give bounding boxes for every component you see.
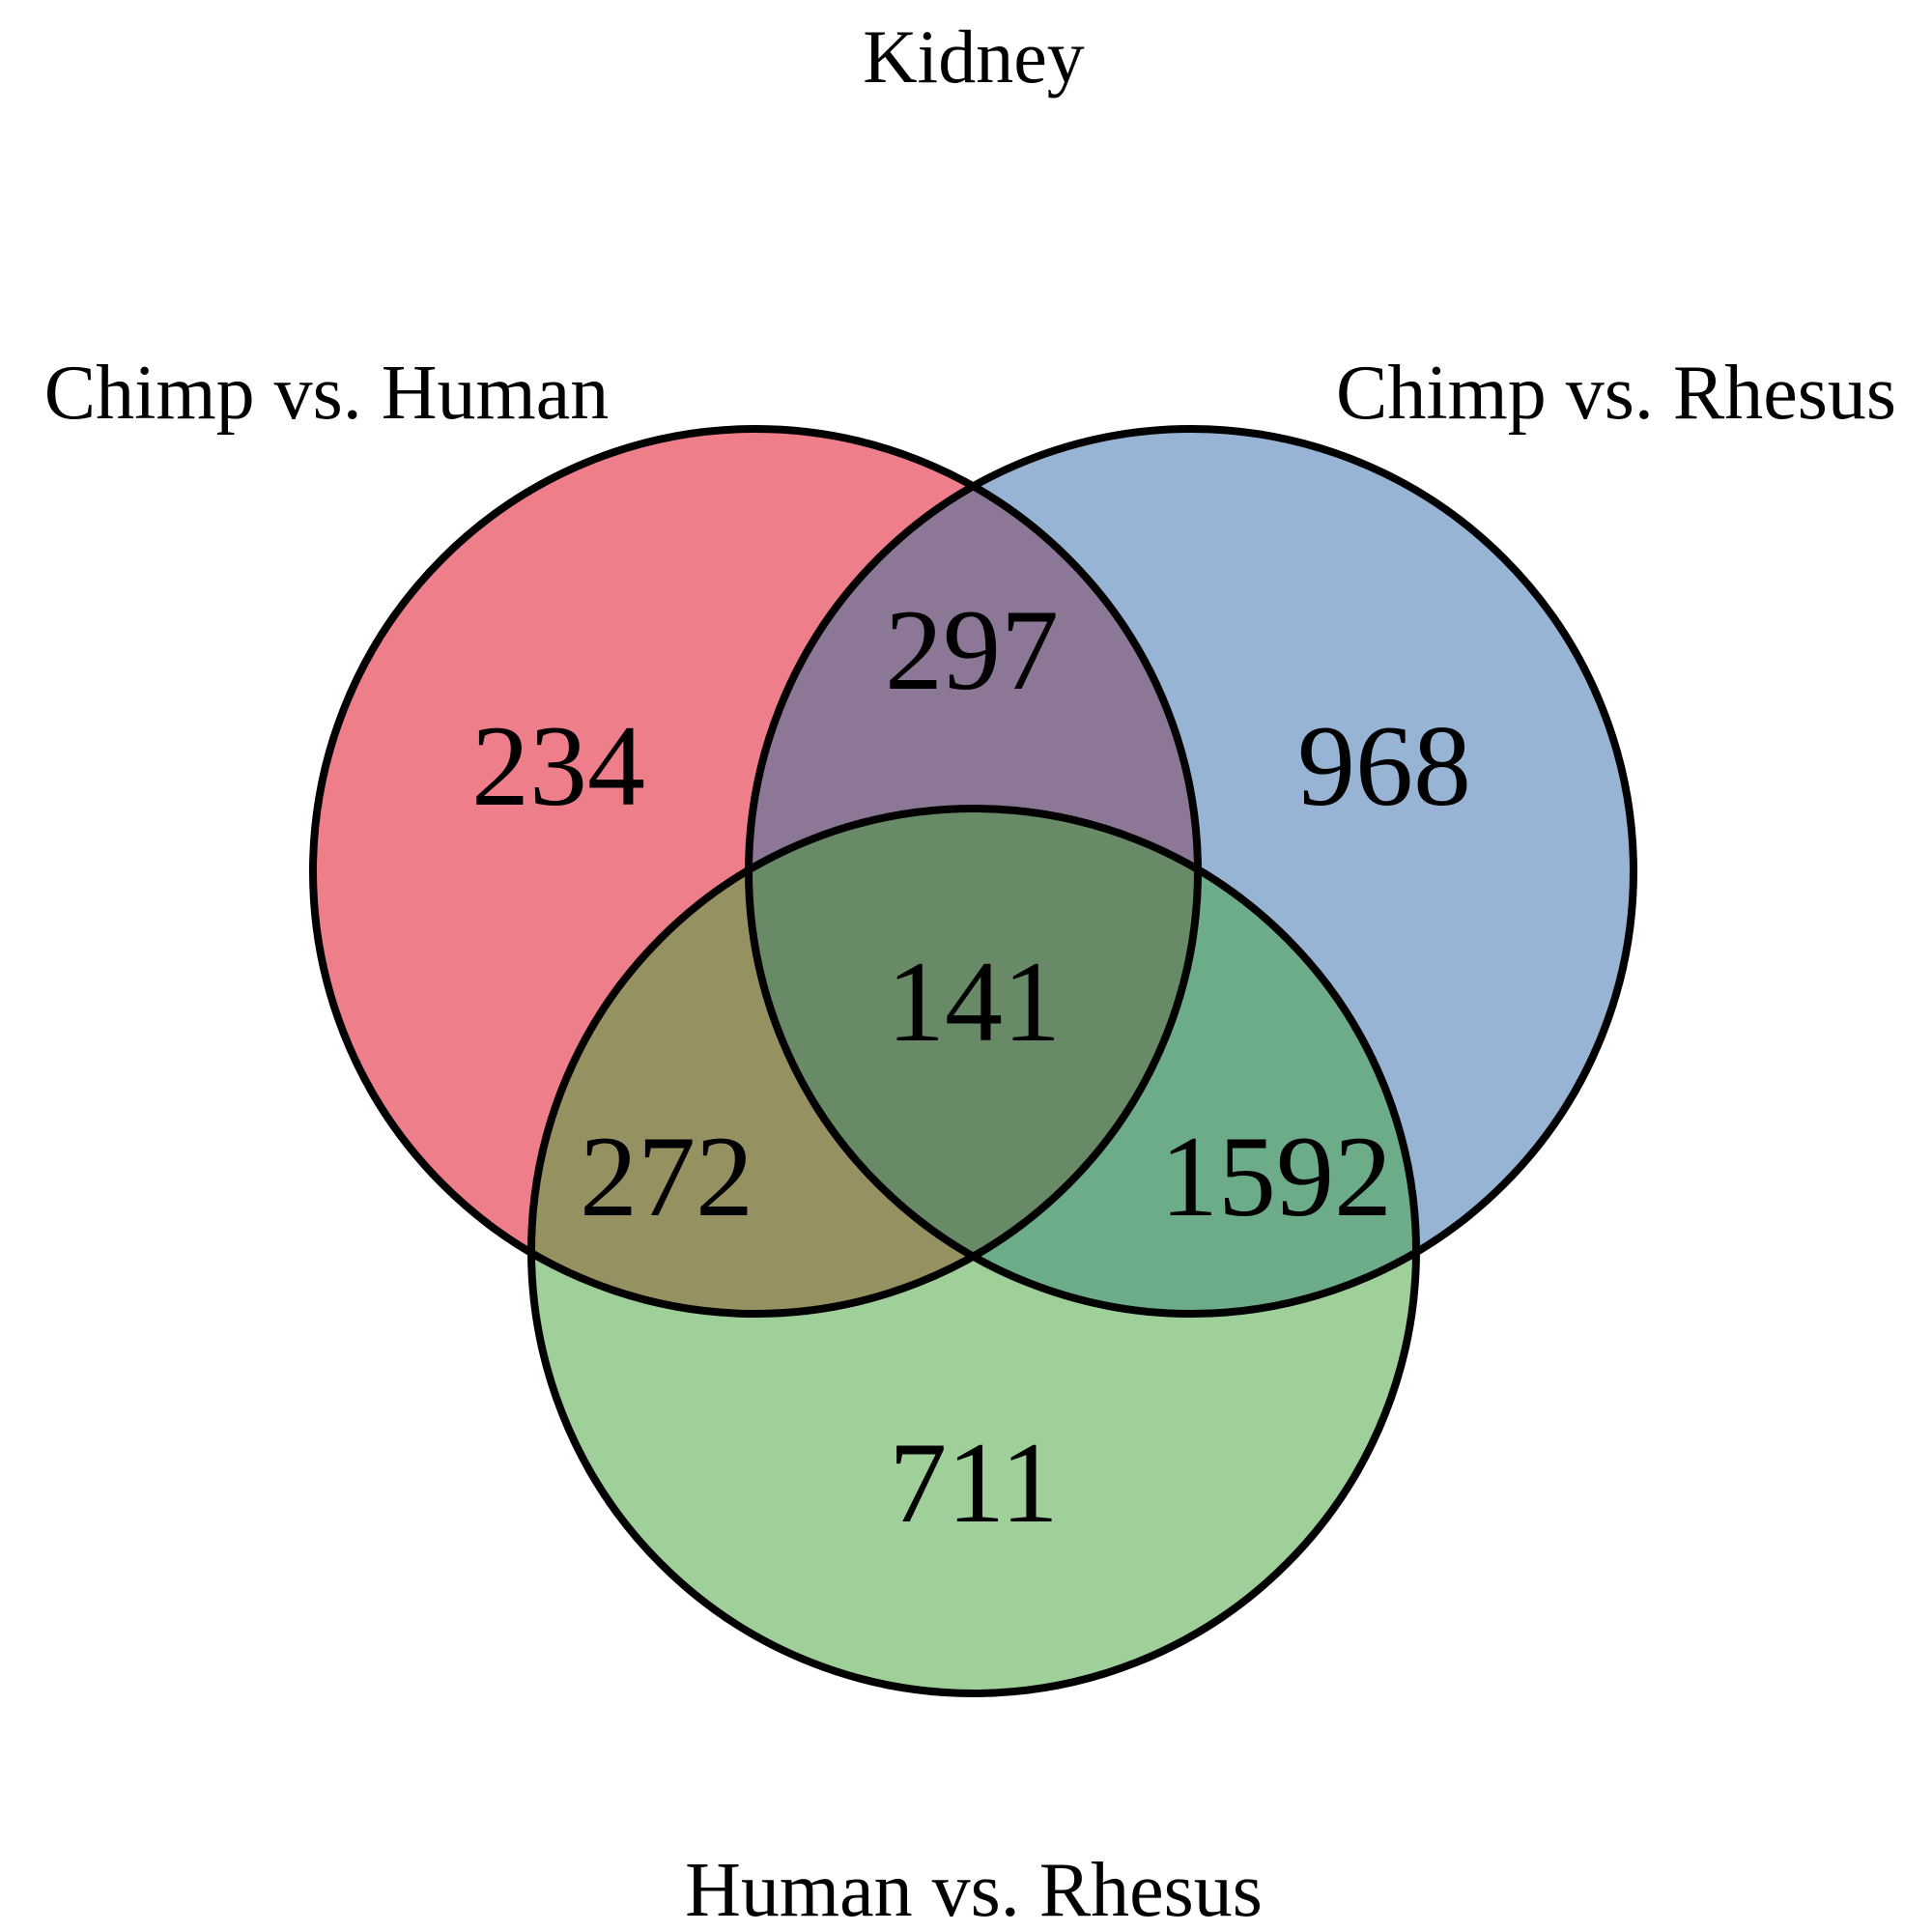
- count-chimp-rhesus-and-human-rhesus: 1592: [1160, 1112, 1392, 1240]
- set-c-outline: [527, 805, 1420, 1697]
- set-label-human-vs-rhesus: Human vs. Rhesus: [685, 1848, 1263, 1932]
- count-all-three: 141: [887, 937, 1061, 1065]
- count-chimp-rhesus-only: 968: [1297, 701, 1471, 830]
- set-label-chimp-vs-rhesus: Chimp vs. Rhesus: [1336, 351, 1896, 436]
- chart-title: Kidney: [863, 14, 1085, 99]
- count-chimp-human-and-chimp-rhesus: 297: [885, 585, 1059, 714]
- count-human-rhesus-only: 711: [889, 1418, 1059, 1547]
- count-chimp-human-only: 234: [471, 701, 645, 830]
- set-label-chimp-vs-human: Chimp vs. Human: [44, 351, 609, 436]
- count-chimp-human-and-human-rhesus: 272: [580, 1112, 753, 1240]
